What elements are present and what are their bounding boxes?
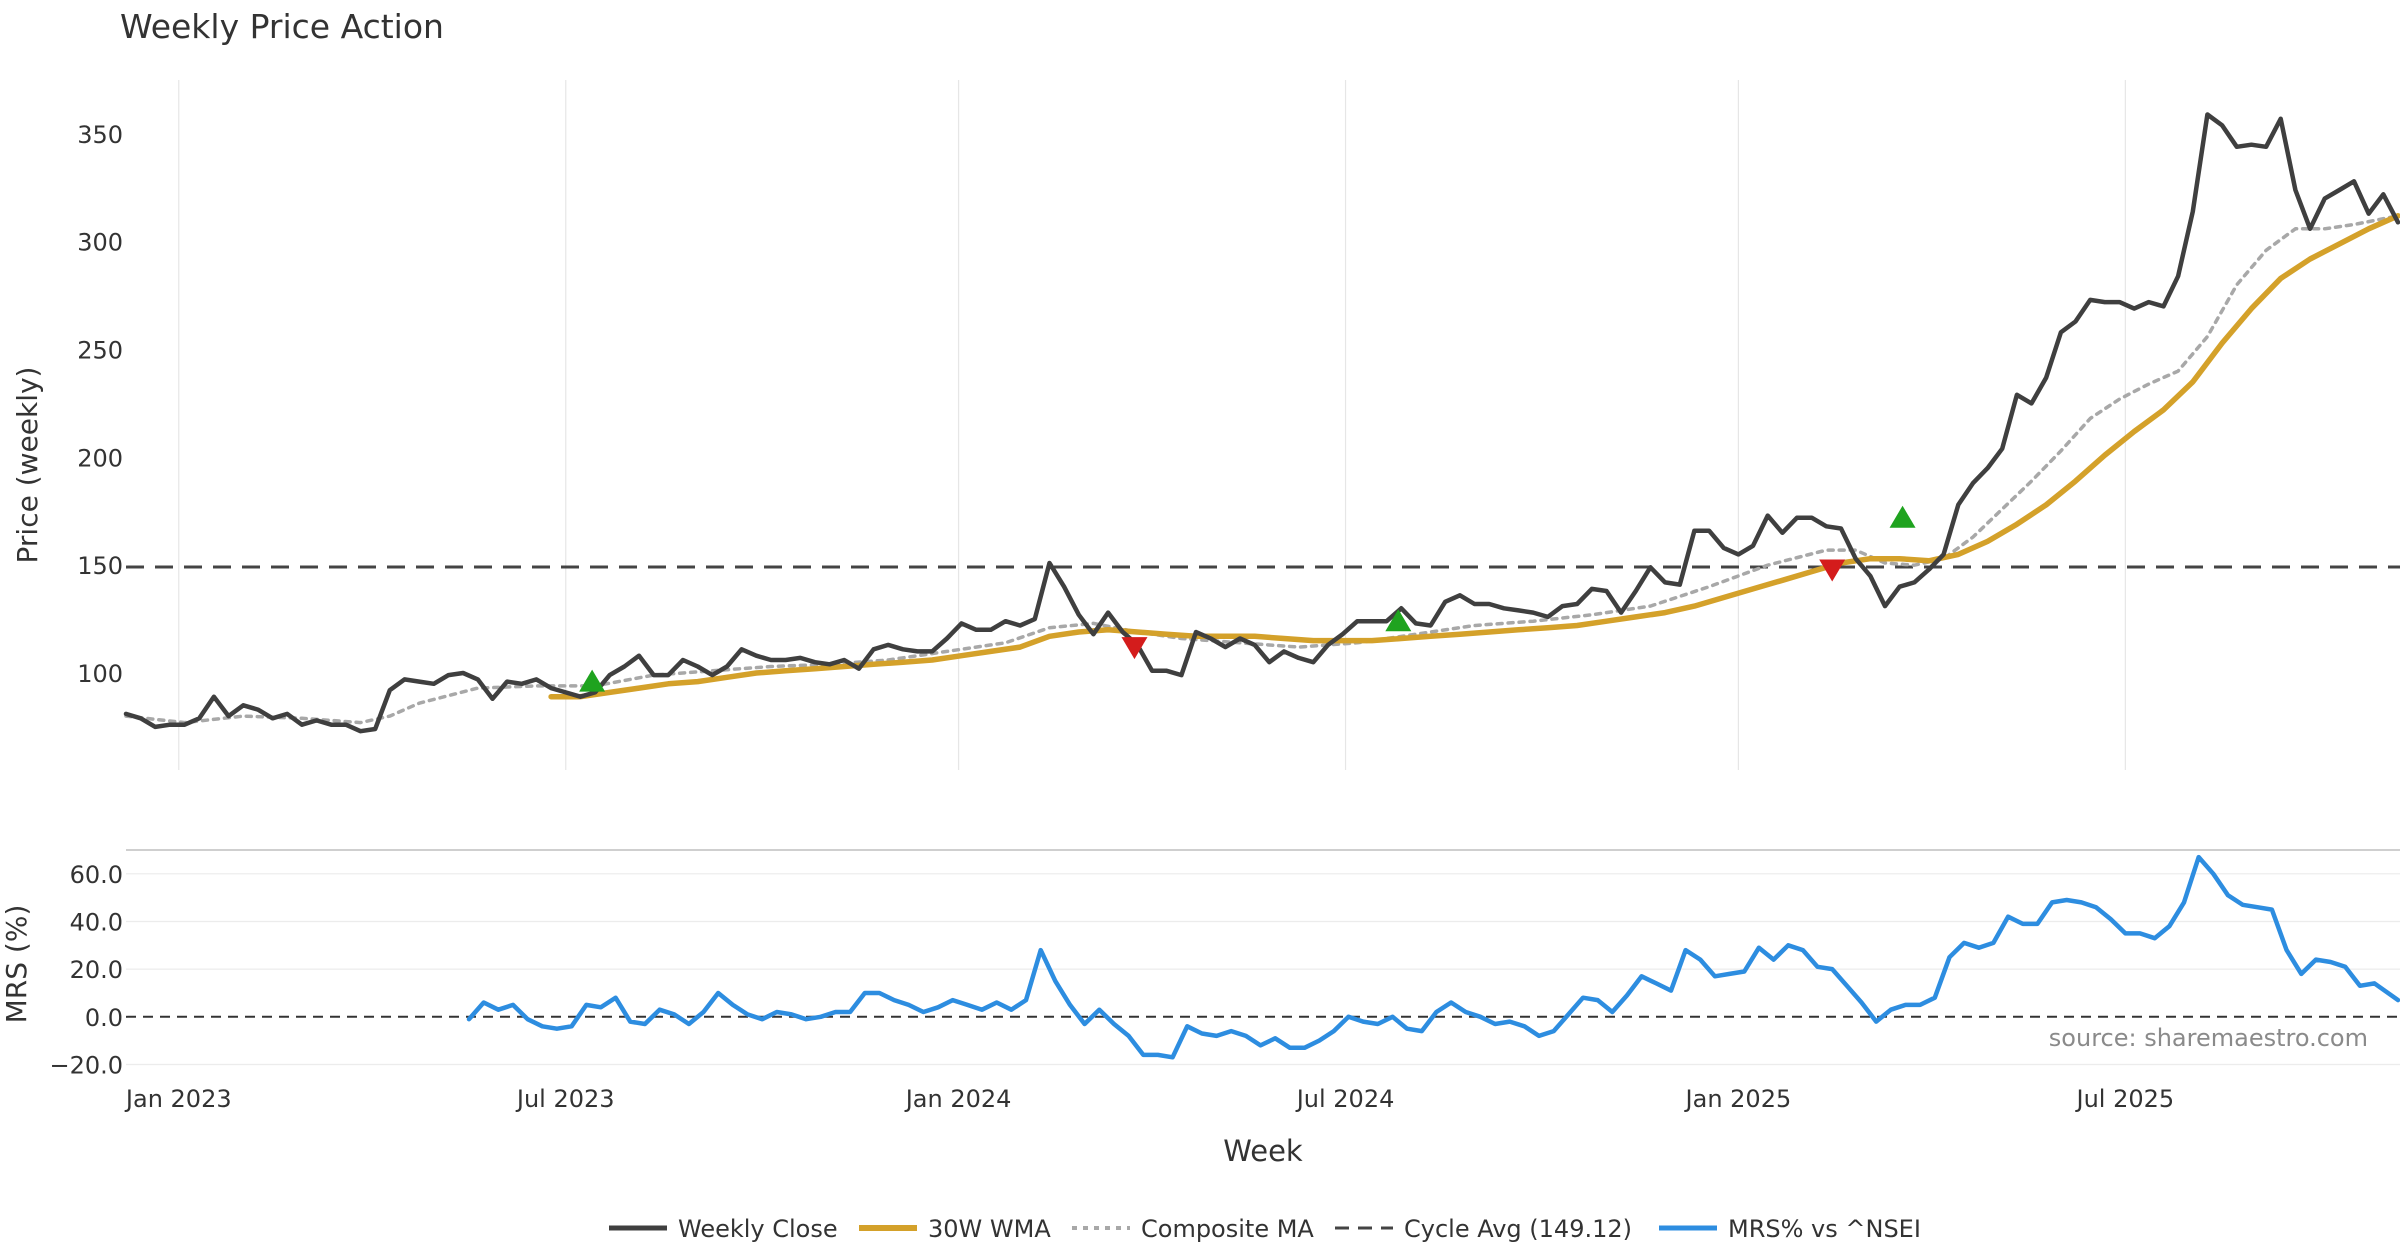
mrs-y-tick-label: 20.0 bbox=[70, 956, 123, 984]
sell-signal-marker bbox=[1121, 637, 1148, 660]
legend-label: Weekly Close bbox=[678, 1215, 838, 1243]
price-y-tick-label: 150 bbox=[77, 552, 123, 580]
legend-item-cycle-avg-149-12: Cycle Avg (149.12) bbox=[1335, 1215, 1632, 1243]
legend-label: MRS% vs ^NSEI bbox=[1728, 1215, 1921, 1243]
signal-markers bbox=[579, 505, 1916, 692]
composite-ma-line bbox=[124, 214, 2400, 725]
mrs-y-axis-label: MRS (%) bbox=[0, 905, 33, 1024]
price-gridlines bbox=[178, 80, 2126, 770]
mrs-y-tick-label: 0.0 bbox=[85, 1004, 123, 1032]
price-y-axis-label: Price (weekly) bbox=[11, 367, 44, 564]
x-tick-label: Jul 2023 bbox=[515, 1085, 615, 1113]
legend-label: Composite MA bbox=[1141, 1215, 1314, 1243]
x-tick-label: Jul 2024 bbox=[1295, 1085, 1395, 1113]
weekly-close-line bbox=[123, 112, 2400, 734]
legend: Weekly Close 30W WMA Composite MA Cycle Avg… bbox=[609, 1215, 1921, 1243]
buy-signal-marker bbox=[579, 669, 606, 692]
price-y-tick-label: 300 bbox=[77, 229, 123, 257]
mrs-y-tick-label: −20.0 bbox=[49, 1051, 123, 1079]
price-y-tick-label: 200 bbox=[77, 444, 123, 472]
source-note: source: sharemaestro.com bbox=[2049, 1024, 2368, 1052]
legend-label: Cycle Avg (149.12) bbox=[1404, 1215, 1632, 1243]
price-y-tick-label: 350 bbox=[77, 121, 123, 149]
legend-item-weekly-close: Weekly Close bbox=[609, 1215, 838, 1243]
mrs-line bbox=[466, 854, 2400, 1060]
chart-title: Weekly Price Action bbox=[120, 7, 444, 46]
legend-item-mrs-vs-nsei: MRS% vs ^NSEI bbox=[1659, 1215, 1921, 1243]
legend-item-30w-wma: 30W WMA bbox=[859, 1215, 1051, 1243]
buy-signal-marker bbox=[1889, 505, 1916, 528]
x-tick-label: Jan 2024 bbox=[904, 1085, 1012, 1113]
price-y-tick-label: 250 bbox=[77, 337, 123, 365]
buy-signal-marker bbox=[1385, 609, 1412, 632]
x-axis-label: Week bbox=[1223, 1134, 1303, 1168]
mrs-y-tick-label: 60.0 bbox=[70, 861, 123, 889]
x-tick-label: Jan 2023 bbox=[124, 1085, 232, 1113]
mrs-y-tick-label: 40.0 bbox=[70, 908, 123, 936]
legend-label: 30W WMA bbox=[928, 1215, 1051, 1243]
x-tick-label: Jul 2025 bbox=[2075, 1085, 2175, 1113]
legend-item-composite-ma: Composite MA bbox=[1072, 1215, 1314, 1243]
tick-labels: Jan 2023 Jul 2023 Jan 2024 Jul 2024 Jan 2025… bbox=[49, 121, 2174, 1113]
x-tick-label: Jan 2025 bbox=[1684, 1085, 1792, 1113]
series-layer bbox=[123, 112, 2400, 1060]
price-y-tick-label: 100 bbox=[77, 660, 123, 688]
sell-signal-marker bbox=[1819, 559, 1846, 582]
